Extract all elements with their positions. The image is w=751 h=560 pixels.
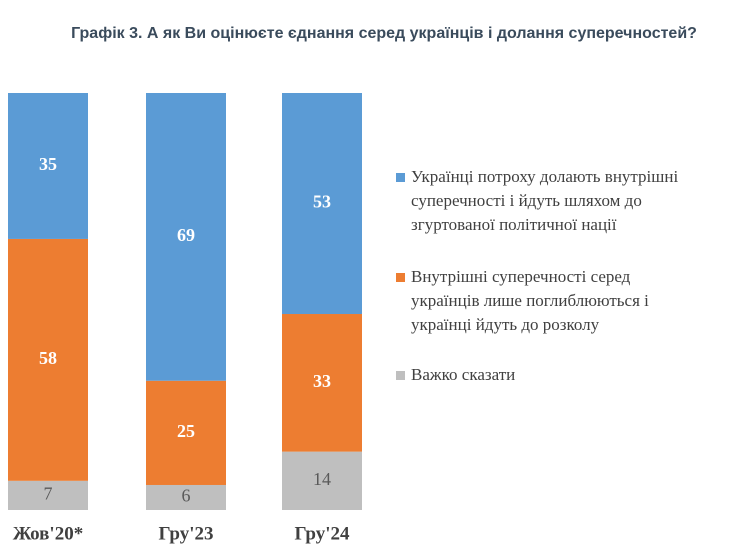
legend-item: Внутрішні суперечності серед українців л… [396,265,696,337]
legend-swatch [396,371,405,380]
data-label: 69 [177,225,195,245]
bar-segment [146,93,226,381]
bar-segment [282,93,362,315]
legend-label: Важко сказати [411,365,516,384]
data-label: 7 [44,484,53,504]
bar-segment [146,380,226,485]
bar-segment [282,451,362,510]
x-tick-label: Жов'20* [13,523,83,544]
legend-swatch [396,173,405,182]
legend-item: Українці потроху долають внутрішні супер… [396,165,696,237]
bar-segment [8,480,88,510]
legend-item: Важко сказати [396,363,696,387]
bar-segment [282,314,362,452]
x-tick-label: Гру'23 [159,523,214,544]
data-label: 33 [313,371,331,391]
data-label: 58 [39,348,57,368]
bar-segment [8,238,88,481]
bar-segment [8,93,88,239]
legend-label: Внутрішні суперечності серед українців л… [411,267,649,334]
legend-label: Українці потроху долають внутрішні супер… [411,167,679,234]
data-label: 53 [313,192,331,212]
data-label: 25 [177,421,195,441]
data-label: 14 [313,469,331,489]
data-label: 6 [182,486,191,506]
x-tick-label: Гру'24 [295,523,350,544]
data-label: 35 [39,154,57,174]
legend-swatch [396,273,405,282]
chart-title: Графік 3. А як Ви оцінюєте єднання серед… [71,25,697,42]
bar-segment [146,484,226,510]
